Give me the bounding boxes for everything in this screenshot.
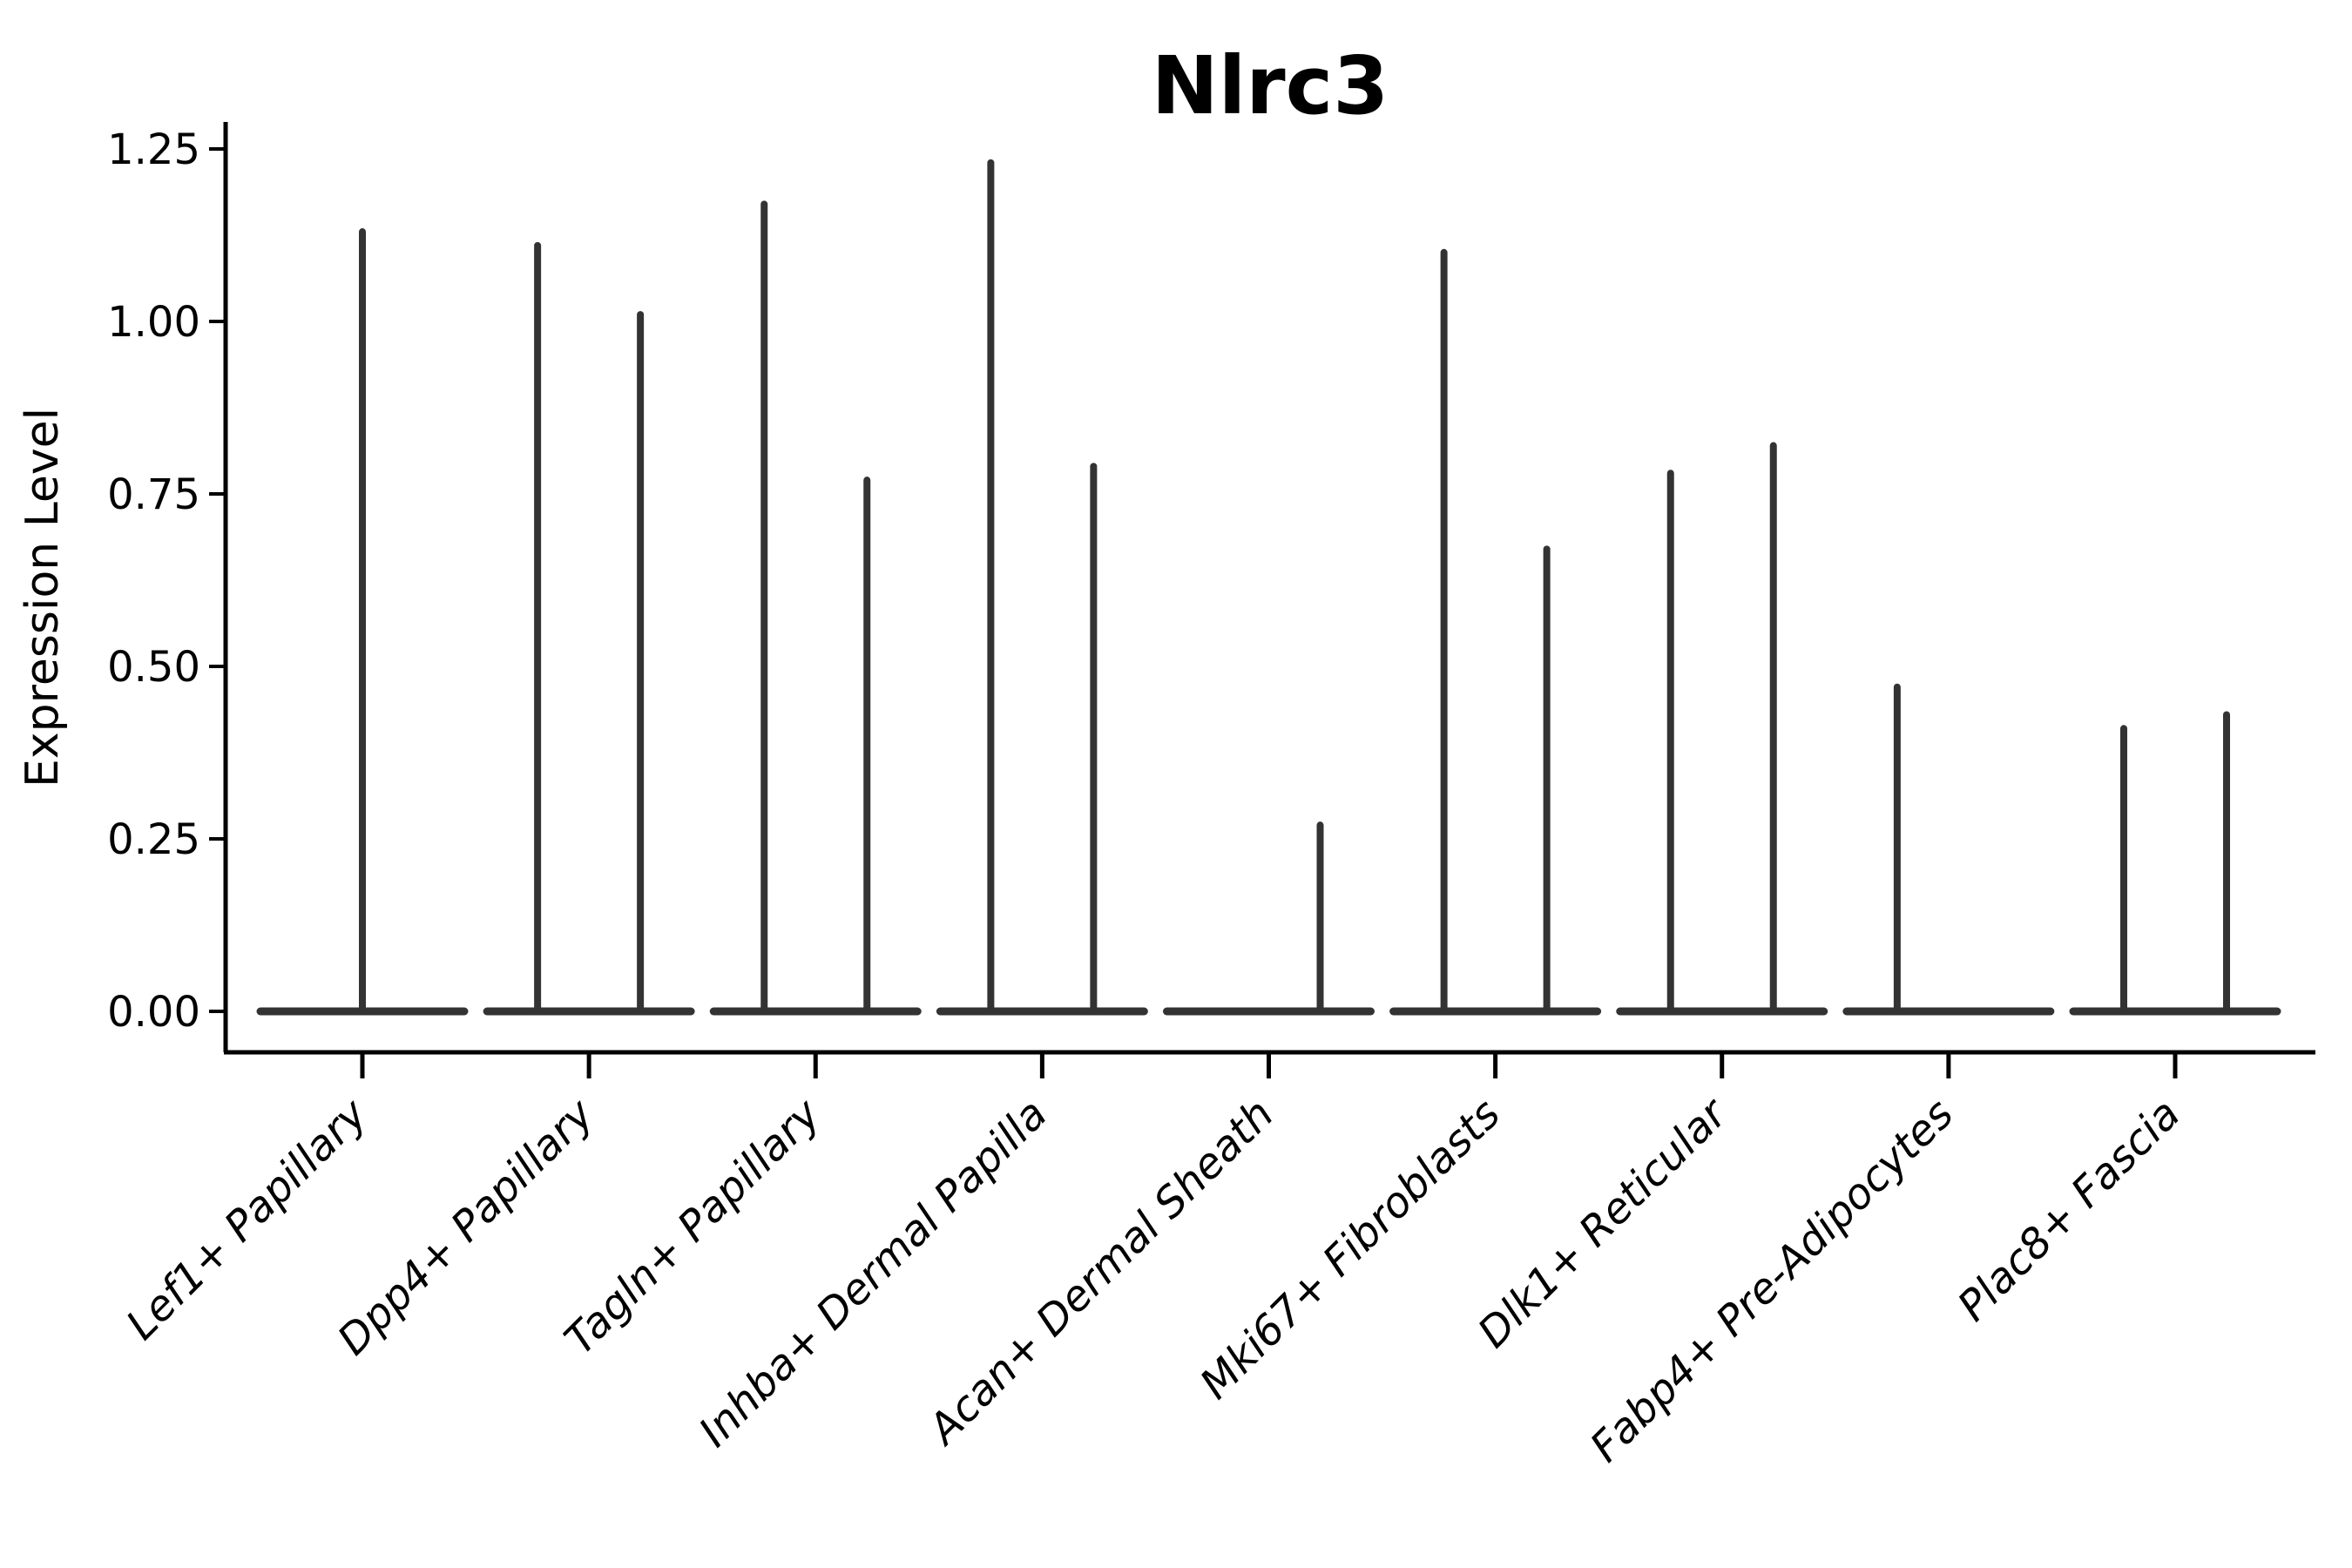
y-axis-ticks: 0.00 0.25 0.50 0.75 1.00 1.25: [107, 125, 226, 1037]
y-axis-label: Expression Level: [17, 408, 69, 787]
y-tick-label: 0.25: [107, 815, 200, 864]
x-tick-label: Fabp4+ Pre-Adipocytes: [1581, 1090, 1963, 1472]
x-tick-label: Plac8+ Fascia: [1949, 1090, 2190, 1331]
x-tick-label: Lef1+ Papillary: [117, 1089, 377, 1349]
y-tick-label: 1.00: [107, 298, 200, 347]
y-tick-label: 0.00: [107, 988, 200, 1037]
y-tick-label: 0.50: [107, 643, 200, 692]
y-tick-label: 1.25: [107, 125, 200, 174]
violins: [256, 159, 2281, 1016]
x-tick-label: Dlk1+ Reticular: [1469, 1088, 1739, 1358]
plot-title: Nlrc3: [1152, 39, 1389, 132]
y-tick-label: 0.75: [107, 470, 200, 519]
